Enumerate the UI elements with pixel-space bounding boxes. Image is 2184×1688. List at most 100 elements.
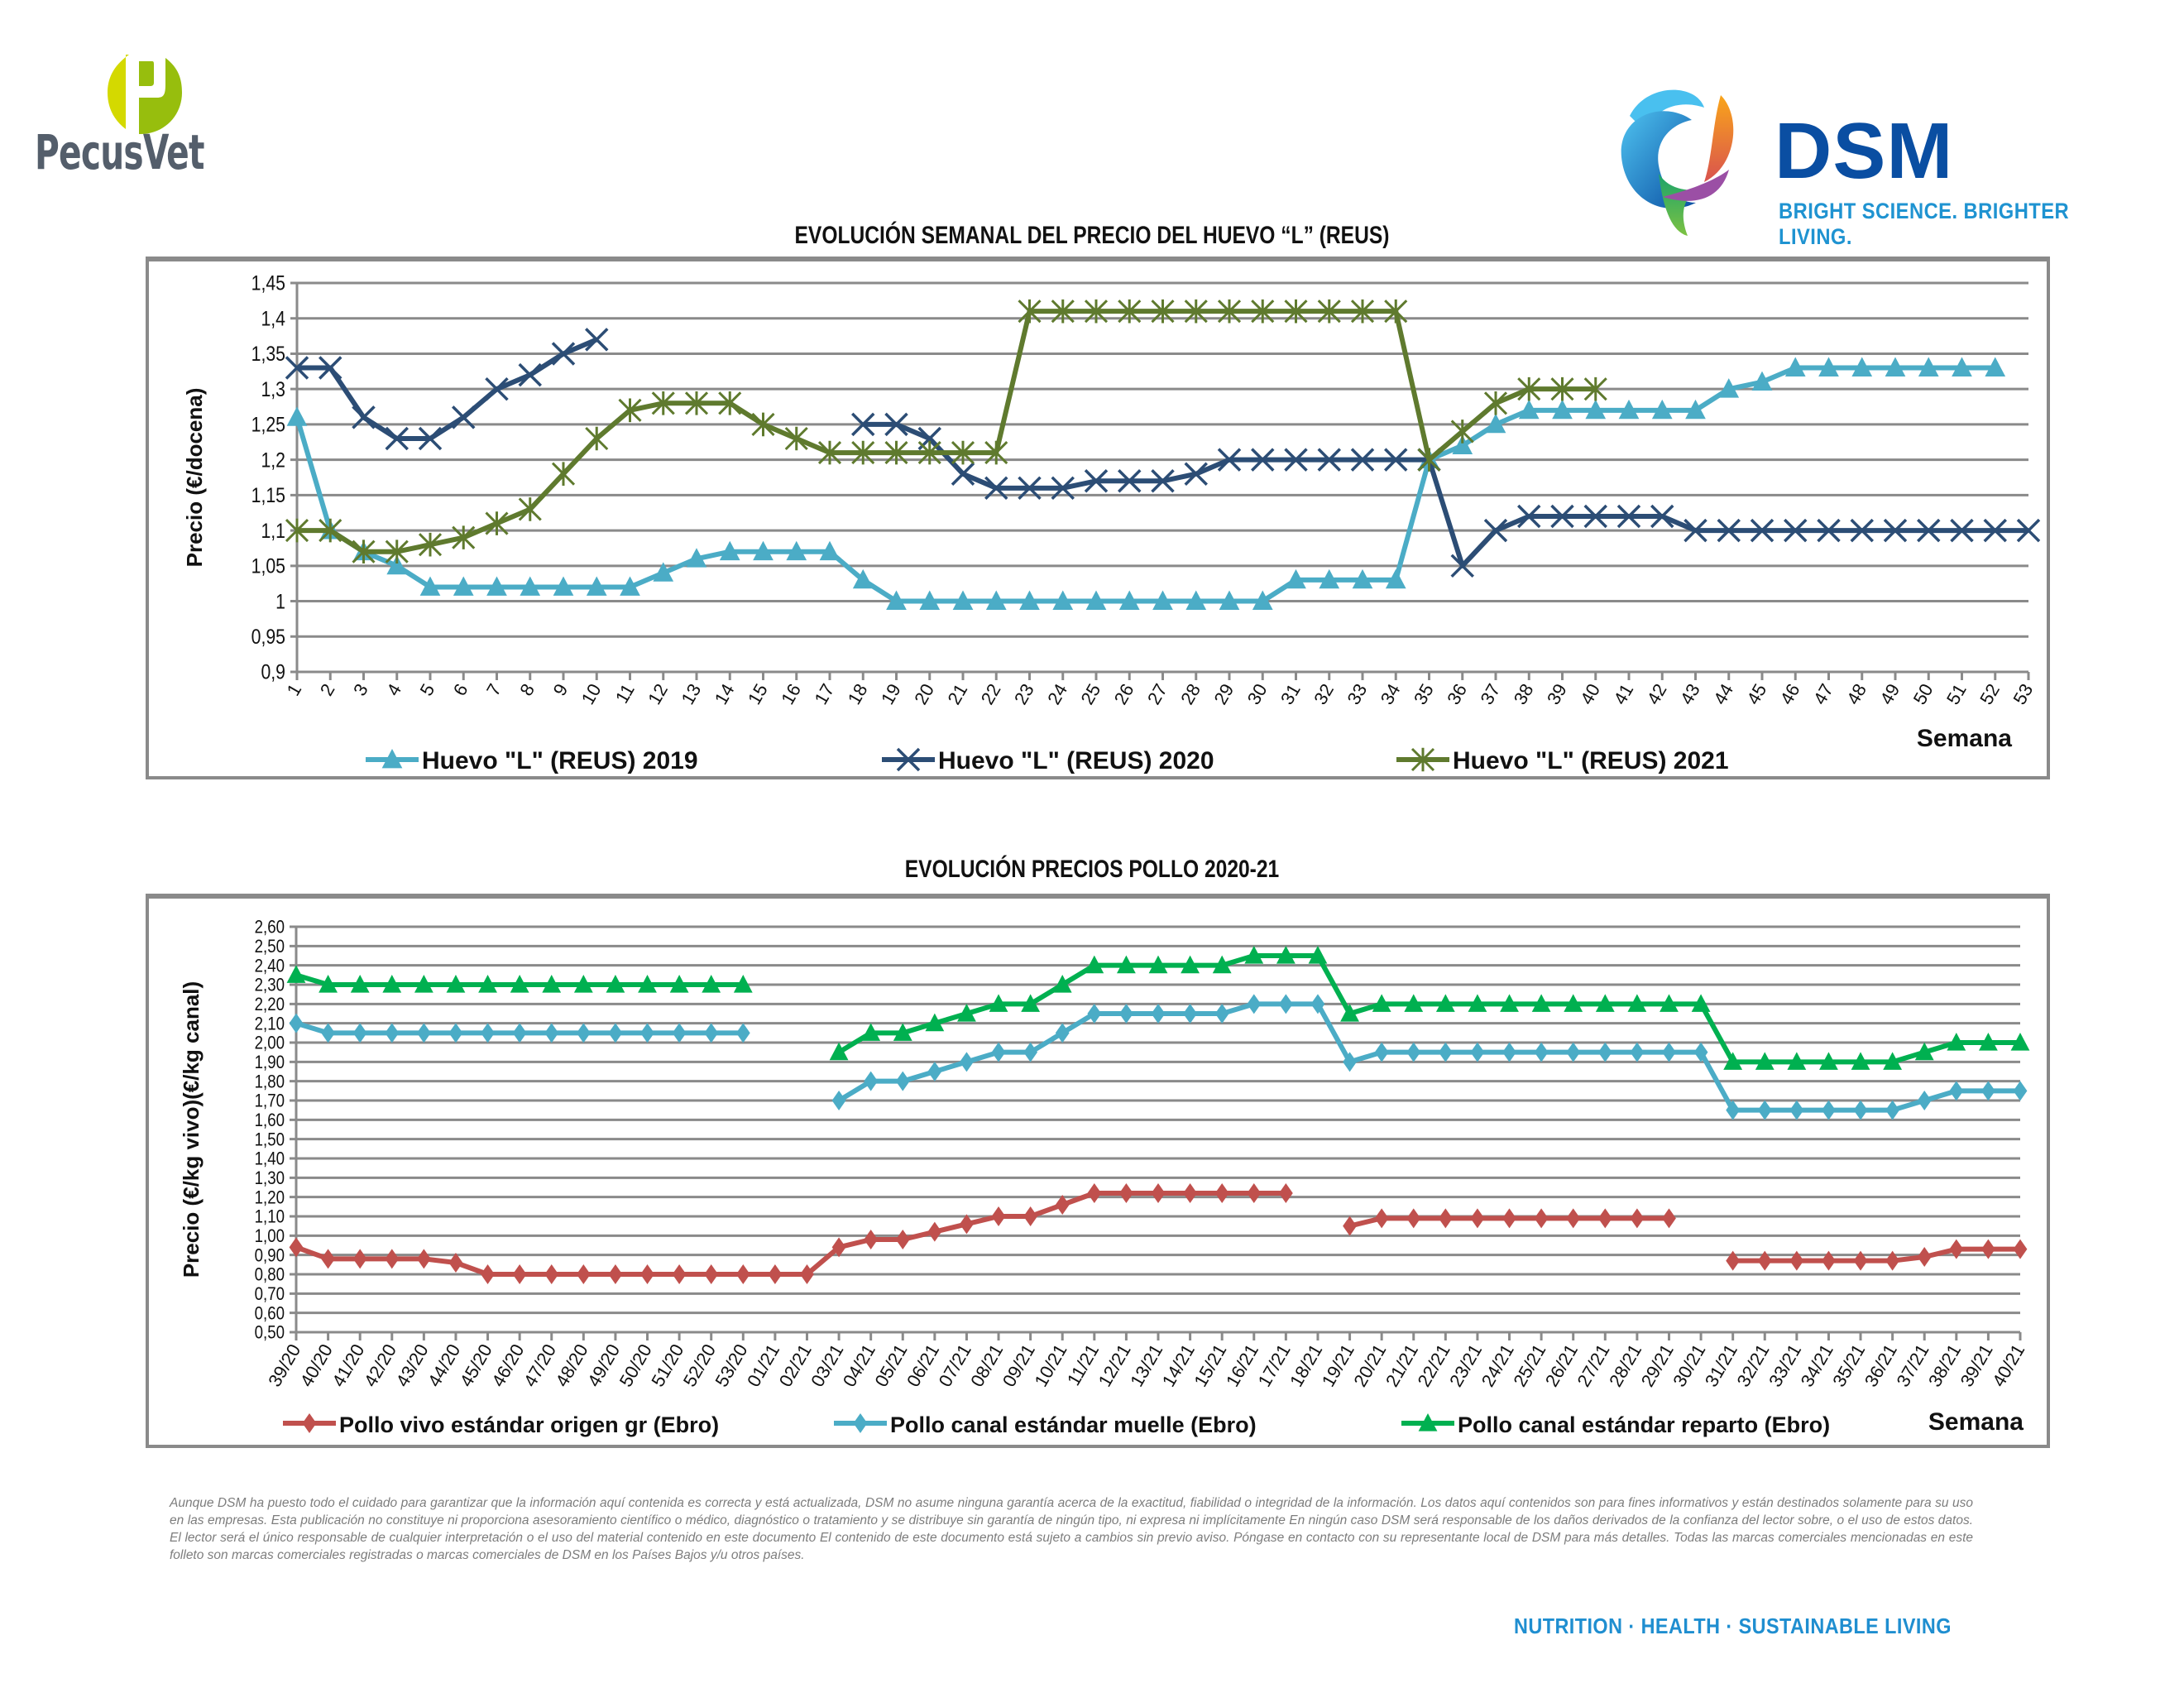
data-point — [518, 497, 542, 521]
x-tick-label: 48 — [1842, 680, 1870, 708]
data-point — [672, 1264, 687, 1284]
legend-label: Pollo canal estándar muelle (Ebro) — [890, 1412, 1257, 1437]
series-line — [837, 1001, 2020, 1113]
data-point — [453, 576, 474, 596]
data-point — [551, 342, 576, 366]
data-point — [1595, 994, 1615, 1012]
data-point — [1450, 554, 1474, 578]
series-0 — [286, 357, 2006, 610]
x-tick-label: 23 — [1010, 680, 1038, 708]
data-point — [1985, 357, 2006, 376]
data-point — [1276, 946, 1296, 964]
data-point — [2016, 518, 2041, 543]
data-point — [1784, 357, 1806, 376]
data-point — [1183, 1004, 1197, 1024]
x-tick-label: 34 — [1377, 680, 1405, 708]
y-tick-label: 0,70 — [255, 1285, 285, 1305]
data-point — [414, 975, 433, 993]
y-tick-label: 1,50 — [255, 1130, 285, 1150]
data-point — [1087, 1183, 1102, 1203]
data-point — [1021, 994, 1041, 1012]
data-point — [418, 426, 443, 451]
data-point — [1452, 434, 1473, 454]
x-tick-label: 30/21 — [1669, 1340, 1709, 1390]
data-point — [864, 1230, 879, 1249]
data-point — [352, 1249, 367, 1269]
series-line — [297, 309, 1596, 554]
data-point — [1550, 504, 1574, 529]
data-point — [1181, 955, 1200, 974]
series-line — [863, 421, 2028, 568]
data-point — [352, 405, 376, 429]
data-point — [895, 1230, 910, 1249]
legend-item: Huevo "L" (REUS) 2021 — [1396, 747, 1729, 774]
data-point — [1851, 1052, 1870, 1070]
data-point — [520, 576, 541, 596]
data-point — [585, 426, 609, 451]
data-point — [1500, 994, 1519, 1012]
data-point — [1979, 1033, 1998, 1051]
data-point — [1183, 1183, 1197, 1203]
x-axis-title: Semana — [1928, 1408, 2024, 1436]
data-point — [1084, 299, 1109, 324]
x-tick-label: 25/21 — [1509, 1340, 1549, 1390]
data-point — [321, 1023, 335, 1043]
data-point — [1691, 994, 1711, 1012]
x-tick-label: 31/21 — [1701, 1340, 1741, 1390]
data-point — [1118, 590, 1140, 610]
y-tick-label: 1,4 — [261, 307, 285, 330]
data-point — [893, 1023, 912, 1041]
data-point — [718, 391, 742, 415]
egg-chart-frame — [146, 257, 2050, 779]
dsm-logo-text: DSM — [1774, 107, 1954, 195]
dsm-logo-icon — [1621, 89, 1734, 236]
x-tick-label: 10/21 — [1030, 1340, 1070, 1390]
x-tick-label: 51/20 — [647, 1340, 687, 1390]
data-point — [653, 562, 674, 582]
data-point — [1343, 1052, 1357, 1072]
x-tick-label: 38 — [1510, 680, 1538, 708]
data-point — [416, 1023, 431, 1043]
data-point — [1726, 1100, 1741, 1120]
data-point — [1502, 1042, 1516, 1062]
y-tick-label: 2,40 — [255, 957, 285, 976]
data-point — [1278, 994, 1293, 1014]
x-tick-label: 48/20 — [551, 1340, 592, 1390]
x-tick-label: 07/21 — [935, 1340, 975, 1390]
x-tick-label: 38/21 — [1924, 1340, 1965, 1390]
data-point — [553, 576, 574, 596]
pecusvet-logo-icon — [108, 55, 182, 134]
data-point — [1853, 1100, 1868, 1120]
y-tick-label: 1,70 — [255, 1091, 285, 1111]
data-point — [927, 1221, 942, 1242]
data-point — [1404, 994, 1424, 1012]
x-tick-label: 25 — [1076, 680, 1104, 708]
data-point — [1627, 994, 1647, 1012]
data-point — [2013, 1239, 2028, 1259]
data-point — [1214, 1004, 1229, 1024]
data-point — [1662, 1042, 1676, 1062]
x-tick-label: 23/21 — [1445, 1340, 1486, 1390]
data-point — [1085, 955, 1104, 974]
x-tick-label: 22 — [977, 680, 1005, 708]
x-tick-label: 6 — [449, 680, 472, 699]
x-tick-label: 42/20 — [360, 1340, 400, 1390]
x-tick-label: 35 — [1410, 680, 1438, 708]
data-point — [1055, 1195, 1070, 1215]
data-point — [606, 975, 625, 993]
series-line — [297, 337, 598, 441]
data-point — [960, 1052, 974, 1072]
x-tick-label: 19/21 — [1318, 1340, 1358, 1390]
data-point — [585, 328, 609, 352]
y-tick-label: 1,10 — [255, 1207, 285, 1227]
x-tick-label: 33 — [1343, 680, 1371, 708]
data-point — [984, 440, 1008, 465]
data-point — [895, 1071, 910, 1091]
x-tick-label: 26/21 — [1541, 1340, 1582, 1390]
data-point — [385, 1023, 400, 1043]
data-point — [1278, 1183, 1293, 1203]
data-point — [1917, 1091, 1932, 1110]
data-point — [286, 406, 308, 426]
data-point — [448, 1253, 463, 1273]
y-tick-label: 1,30 — [255, 1169, 285, 1189]
